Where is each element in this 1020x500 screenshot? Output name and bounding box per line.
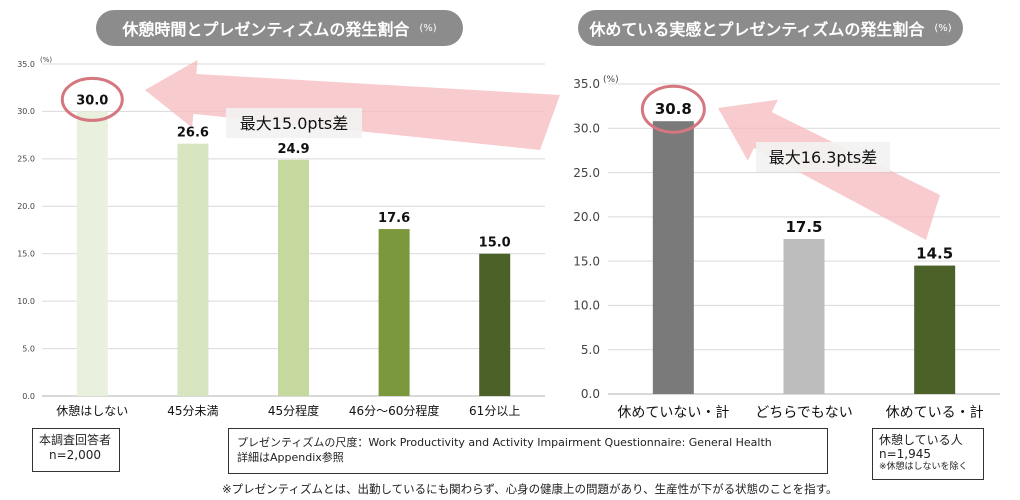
right-y-tick-label: 5.0 xyxy=(581,343,600,357)
left-bar-1 xyxy=(76,111,108,396)
right-sample-note: ※休憩はしないを除く xyxy=(879,462,968,472)
left-y-tick-label: 5.0 xyxy=(22,344,35,353)
presenteeism-footnote: ※プレゼンティズムとは、出勤しているにも関わらず、心身の健康上の問題があり、生産… xyxy=(222,482,838,496)
left-y-tick-label: 0.0 xyxy=(22,392,35,401)
left-value-label-2: 26.6 xyxy=(177,126,209,141)
right-y-tick-label: 35.0 xyxy=(573,77,600,91)
right-y-tick-label: 25.0 xyxy=(573,166,600,180)
right-chart-title-text: 休めている実感とプレゼンティズムの発生割合 xyxy=(589,20,925,39)
right-y-tick-label: 0.0 xyxy=(581,387,600,401)
right-category-label-1: 休めていない・計 xyxy=(617,405,729,421)
left-y-unit-label: (%) xyxy=(40,56,52,64)
left-annotation-box xyxy=(226,108,362,138)
right-highlight-circle xyxy=(640,84,706,134)
right-sample-box: 休憩している人 n=1,945 ※休憩はしないを除く xyxy=(872,428,984,480)
right-bar-2 xyxy=(783,239,825,394)
left-y-tick-label: 35.0 xyxy=(17,60,35,69)
left-y-tick-label: 20.0 xyxy=(17,202,35,211)
left-category-label-3: 45分程度 xyxy=(268,403,319,418)
left-category-label-4: 46分～60分程度 xyxy=(349,403,440,418)
left-value-label-1: 30.0 xyxy=(76,93,108,108)
right-y-tick-label: 15.0 xyxy=(573,254,600,268)
right-y-tick-label: 10.0 xyxy=(573,299,600,313)
right-sample-label: 休憩している人 xyxy=(879,433,963,447)
left-sample-label: 本調査回答者 xyxy=(39,433,112,447)
left-value-label-3: 24.9 xyxy=(277,142,309,157)
left-bar-2 xyxy=(177,143,209,396)
right-annotation-box xyxy=(756,142,890,172)
left-category-label-2: 45分未満 xyxy=(167,404,218,418)
left-highlight-circle xyxy=(60,76,124,122)
left-bar-5 xyxy=(479,253,511,396)
left-sample-n: n=2,000 xyxy=(49,448,102,462)
left-bar-4 xyxy=(378,229,410,396)
right-value-label-1: 30.8 xyxy=(655,100,692,118)
right-y-tick-label: 30.0 xyxy=(573,121,600,135)
left-annotation-text: 最大15.0pts差 xyxy=(240,114,348,133)
right-bar-1 xyxy=(652,121,694,394)
right-value-label-2: 17.5 xyxy=(785,218,822,236)
left-y-tick-label: 25.0 xyxy=(17,155,35,164)
left-y-tick-label: 10.0 xyxy=(17,297,35,306)
left-category-label-5: 61分以上 xyxy=(469,404,520,418)
measure-note-box: プレゼンティズムの尺度：Work Productivity and Activi… xyxy=(228,428,828,474)
left-y-tick-label: 15.0 xyxy=(17,250,35,259)
right-bar-3 xyxy=(914,265,956,394)
left-value-label-4: 17.6 xyxy=(378,211,410,226)
left-chart-title-unit: (%) xyxy=(419,22,437,34)
right-chart-title: 休めている実感とプレゼンティズムの発生割合 (%) xyxy=(578,10,963,46)
left-bar-3 xyxy=(278,159,309,396)
right-chart-title-unit: (%) xyxy=(934,22,952,34)
right-y-tick-label: 20.0 xyxy=(573,210,600,224)
right-category-label-3: 休めている・計 xyxy=(886,405,984,421)
right-sample-n: n=1,945 xyxy=(879,447,932,461)
right-category-label-2: どちらでもない xyxy=(755,405,853,421)
left-sample-box: 本調査回答者 n=2,000 xyxy=(32,428,120,472)
measure-appendix-line: 詳細はAppendix参照 xyxy=(237,451,344,464)
left-chart-title-text: 休憩時間とプレゼンティズムの発生割合 xyxy=(122,20,410,39)
right-annotation-text: 最大16.3pts差 xyxy=(769,148,877,167)
measure-note-line: プレゼンティズムの尺度：Work Productivity and Activi… xyxy=(237,436,772,449)
left-difference-arrow xyxy=(145,60,560,150)
left-value-label-5: 15.0 xyxy=(479,236,511,251)
left-category-label-1: 休憩はしない xyxy=(56,403,128,418)
left-chart-title: 休憩時間とプレゼンティズムの発生割合 (%) xyxy=(96,10,463,46)
left-y-tick-label: 30.0 xyxy=(17,107,35,116)
right-y-unit-label: (%) xyxy=(603,75,619,85)
right-value-label-3: 14.5 xyxy=(916,245,953,263)
